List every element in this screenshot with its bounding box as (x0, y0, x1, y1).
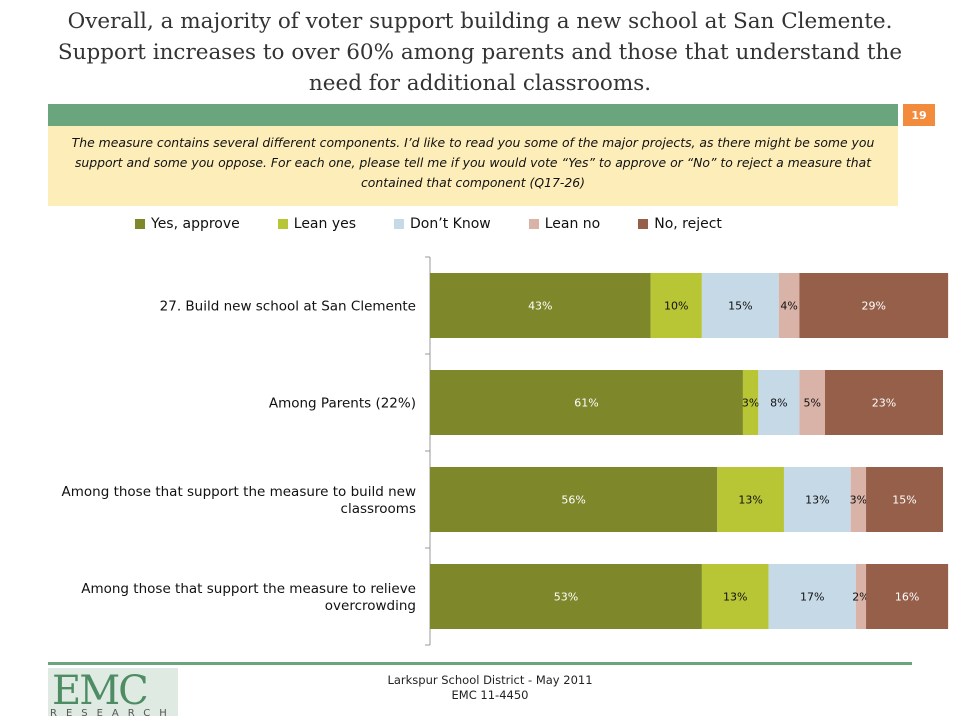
legend-swatch (528, 219, 539, 229)
data-label: 5% (803, 397, 820, 410)
bar-segment (799, 370, 826, 435)
bar-segment (866, 564, 949, 629)
bar-segment (701, 564, 769, 629)
slide-title: Overall, a majority of voter support bui… (57, 9, 903, 96)
chart-legend: Yes, approve Lean yes Don’t Know Lean no No,… (135, 214, 895, 234)
data-label: 8% (770, 397, 787, 410)
header-accent-bar (48, 104, 898, 126)
category-label: overcrowding (325, 598, 416, 614)
data-label: 2% (852, 591, 869, 604)
bar-segment (758, 370, 800, 435)
bar-segment (742, 370, 759, 435)
data-label: 13% (738, 494, 762, 507)
data-label: 17% (800, 591, 824, 604)
bar-segment (717, 467, 784, 532)
legend-item: Don’t Know (394, 216, 491, 232)
bar-segment (850, 467, 867, 532)
data-label: 43% (528, 300, 552, 313)
bar-segment (430, 467, 718, 532)
bar-segment (430, 273, 651, 338)
legend-label: Lean no (544, 216, 601, 232)
footer-line-1: Larkspur School District - May 2011 (387, 673, 593, 687)
emc-research-logo: EMC RESEARCH (48, 668, 178, 718)
bar-segment (650, 273, 702, 338)
legend-label: No, reject (654, 216, 722, 232)
data-label: 15% (728, 300, 752, 313)
legend-item: Yes, approve (135, 216, 240, 232)
legend-item: No, reject (638, 216, 722, 232)
legend-swatch (394, 219, 405, 229)
category-label: Among those that support the measure to … (62, 484, 416, 500)
legend-swatch (277, 219, 288, 229)
category-label: 27. Build new school at San Clemente (160, 299, 416, 315)
data-label: 3% (742, 397, 759, 410)
bar-segment (768, 564, 856, 629)
data-label: 10% (664, 300, 688, 313)
bar-segment (430, 564, 702, 629)
bar-segment (778, 273, 800, 338)
footer-text: Larkspur School District - May 2011 EMC … (330, 673, 650, 703)
data-label: 29% (862, 300, 886, 313)
legend-swatch (135, 219, 145, 229)
footer-line-2: EMC 11-4450 (451, 688, 529, 702)
bar-segment (855, 564, 867, 629)
legend-item: Lean no (528, 216, 601, 232)
svg-text:RESEARCH: RESEARCH (50, 708, 176, 718)
legend-label: Lean yes (293, 216, 357, 232)
svg-text:EMC: EMC (52, 668, 147, 714)
data-label: 16% (895, 591, 919, 604)
data-label: 53% (554, 591, 578, 604)
bar-segment (825, 370, 943, 435)
bar-segment (783, 467, 851, 532)
legend-label: Yes, approve (151, 216, 240, 232)
category-label: classrooms (341, 501, 416, 517)
bar-segment (701, 273, 779, 338)
question-text: The measure contains several different c… (48, 126, 898, 206)
bar-segment (799, 273, 949, 338)
category-label: Among Parents (22%) (269, 396, 416, 412)
data-label: 13% (723, 591, 747, 604)
bar-segment (866, 467, 943, 532)
legend-item: Lean yes (277, 216, 357, 232)
data-label: 56% (561, 494, 585, 507)
data-label: 4% (780, 300, 797, 313)
data-label: 61% (574, 397, 598, 410)
bar-segment (430, 370, 743, 435)
legend-swatch (638, 219, 649, 229)
page-number: 19 (903, 104, 935, 126)
data-label: 23% (872, 397, 896, 410)
data-label: 3% (850, 494, 867, 507)
data-label: 13% (805, 494, 829, 507)
legend-label: Don’t Know (410, 216, 491, 232)
footer-divider (48, 662, 912, 665)
category-label: Among those that support the measure to … (81, 581, 416, 597)
data-label: 15% (892, 494, 916, 507)
